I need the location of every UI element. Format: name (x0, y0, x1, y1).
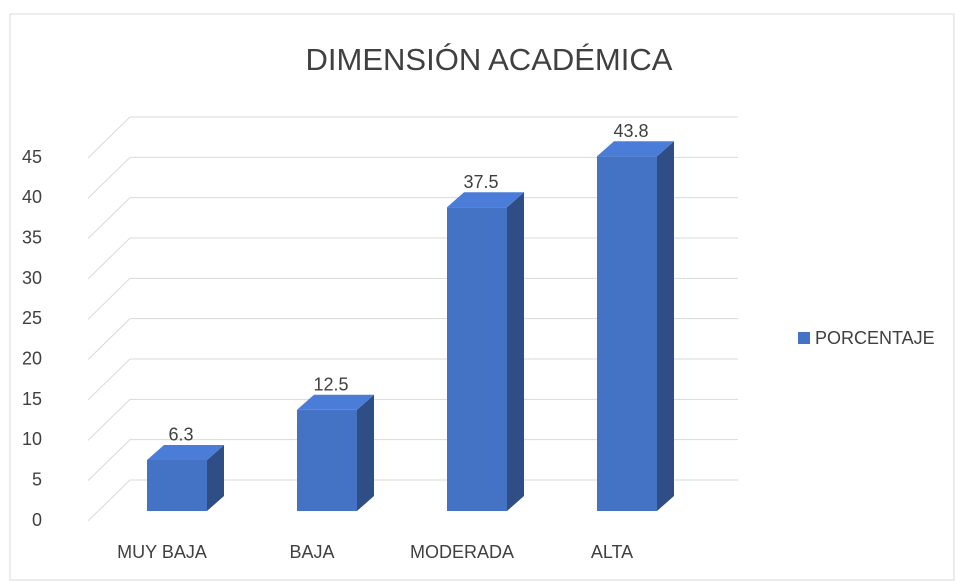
bar (597, 156, 657, 511)
bar-top (147, 444, 224, 460)
bar-side (657, 141, 674, 511)
grid-line (87, 237, 131, 280)
bar-top (447, 192, 524, 208)
y-tick-label: 10 (22, 429, 42, 449)
bar (147, 459, 207, 511)
bar-top (597, 141, 674, 157)
grid-line (87, 358, 131, 401)
data-label: 37.5 (463, 172, 498, 192)
grid-line (87, 156, 131, 199)
x-tick-label: BAJA (289, 542, 334, 562)
chart-title: DIMENSIÓN ACADÉMICA (306, 42, 673, 77)
data-label: 6.3 (168, 425, 193, 445)
bar-top (297, 394, 374, 410)
y-tick-label: 25 (22, 308, 42, 328)
grid-line (87, 277, 131, 320)
legend-swatch (798, 332, 810, 344)
y-tick-label: 40 (22, 187, 42, 207)
grid-line (87, 116, 131, 159)
y-tick-label: 0 (32, 510, 42, 530)
y-tick-label: 45 (22, 147, 42, 167)
y-tick-label: 20 (22, 348, 42, 368)
bar (447, 207, 507, 511)
y-tick-label: 30 (22, 268, 42, 288)
bar-side (207, 444, 224, 511)
grid-line (87, 197, 131, 240)
grid-line (87, 318, 131, 361)
legend-label: PORCENTAJE (815, 328, 935, 348)
bar-side (507, 192, 524, 511)
x-tick-label: ALTA (591, 542, 633, 562)
y-tick-label: 15 (22, 389, 42, 409)
bar-side (357, 394, 374, 511)
grid-line (87, 439, 131, 482)
data-label: 12.5 (313, 375, 348, 395)
x-tick-label: MUY BAJA (117, 542, 207, 562)
data-label: 43.8 (613, 121, 648, 141)
y-tick-label: 35 (22, 227, 42, 247)
bar (297, 409, 357, 511)
grid-line (87, 479, 131, 522)
y-tick-label: 5 (32, 469, 42, 489)
x-tick-label: MODERADA (410, 542, 514, 562)
grid-line (87, 398, 131, 441)
